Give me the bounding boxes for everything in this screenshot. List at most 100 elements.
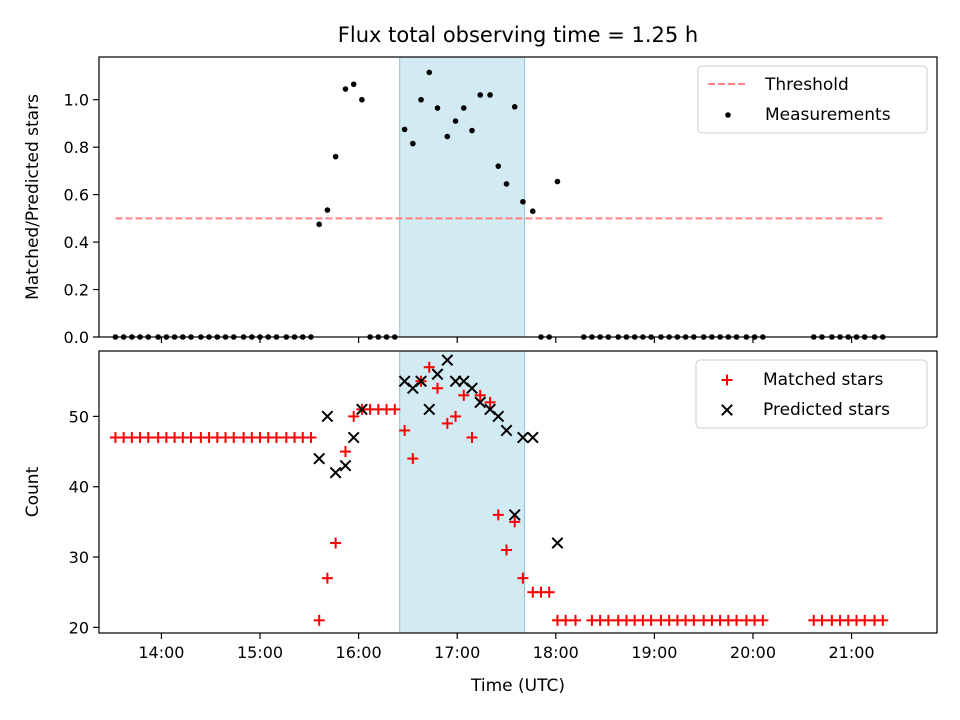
matched-star-point (305, 431, 317, 443)
matched-star-point (517, 572, 529, 584)
legend-measurements-swatch (725, 112, 731, 118)
measurement-point (469, 127, 475, 134)
measurement-point (529, 208, 536, 215)
matched-star-point (313, 614, 325, 626)
predicted-star-point (517, 431, 529, 444)
predicted-star-point (466, 382, 478, 395)
measurement-point (495, 163, 502, 169)
x-tick-label: 15:00 (237, 643, 283, 662)
matched-star-point (543, 586, 555, 598)
predicted-star-point (431, 368, 444, 381)
matched-star-point (407, 453, 419, 465)
matched-star-point (757, 614, 769, 626)
matched-star-point (570, 614, 582, 626)
bottom-legend: Matched stars Predicted stars (695, 359, 928, 429)
bottom-y-tick-label: 20 (69, 618, 89, 637)
matched-star-point (645, 614, 657, 626)
matched-star-point (859, 614, 871, 626)
bottom-y-tick-label: 30 (69, 548, 89, 567)
matched-star-point (500, 544, 512, 556)
measurement-point (324, 207, 331, 213)
measurement-point (452, 118, 459, 124)
bottom-highlight-span (399, 351, 525, 633)
matched-star-point (431, 382, 443, 394)
measurement-point (410, 140, 416, 147)
top-highlight-span (399, 57, 525, 337)
top-y-tick-label: 0.8 (64, 138, 89, 157)
legend-matched-swatch (721, 374, 733, 386)
predicted-star-point (526, 431, 539, 444)
predicted-star-point (492, 410, 505, 423)
matched-star-point (270, 431, 282, 443)
measurement-point (444, 133, 451, 140)
measurement-point (401, 126, 408, 133)
matched-star-point (185, 431, 197, 443)
matched-star-point (389, 403, 401, 415)
matched-star-point (688, 614, 700, 626)
matched-star-point (423, 361, 435, 373)
top-y-tick-label: 0.0 (64, 328, 89, 347)
top-y-axis-label: Matched/Predicted stars (23, 94, 43, 300)
predicted-star-point (423, 403, 436, 416)
x-tick-label: 17:00 (434, 643, 480, 662)
bottom-axes-frame (98, 350, 938, 634)
predicted-star-point (339, 459, 352, 472)
predicted-star-point (474, 396, 487, 409)
measurement-point (359, 96, 365, 103)
measurement-point (316, 221, 322, 228)
matched-star-point (877, 614, 889, 626)
legend-box (697, 65, 928, 134)
predicted-star-point (321, 410, 334, 423)
matched-star-point (816, 614, 828, 626)
predicted-star-point (329, 466, 342, 479)
measurement-point (520, 198, 526, 205)
x-tick-label: 14:00 (138, 643, 184, 662)
matched-star-point (399, 424, 411, 436)
top-legend: Threshold Measurements (697, 65, 928, 134)
legend-threshold-label: Threshold (764, 75, 849, 95)
measurement-point (460, 105, 467, 111)
legend-measurements-label: Measurements (765, 105, 891, 125)
measurement-point (477, 92, 484, 98)
matched-star-point (458, 389, 470, 401)
x-tick-label: 16:00 (336, 643, 382, 662)
measurement-point (342, 86, 349, 92)
matched-star-point (474, 389, 486, 401)
predicted-star-point (441, 354, 454, 367)
predicted-star-point (313, 452, 326, 465)
predicted-star-point (508, 508, 521, 521)
matched-star-point (731, 614, 743, 626)
predicted-star-point (551, 537, 564, 549)
x-tick-label: 18:00 (533, 643, 579, 662)
matched-star-point (602, 614, 614, 626)
top-y-tick-label: 0.2 (64, 281, 89, 300)
top-axes-frame (98, 56, 938, 338)
top-y-tick-label: 0.4 (64, 233, 89, 252)
chart-title: Flux total observing time = 1.25 h (338, 23, 698, 47)
legend-box (695, 359, 928, 429)
matched-star-point (321, 572, 333, 584)
matched-star-point (330, 537, 342, 549)
top-panel: 0.0 0.2 0.4 0.6 0.8 1.0 Matched/Predicted sta… (23, 56, 938, 347)
matched-star-point (348, 410, 360, 422)
measurement-point (426, 69, 433, 76)
predicted-star-point (415, 375, 427, 388)
top-y-tick-label: 1.0 (64, 91, 89, 110)
bottom-panel: 20 30 40 50 14:00 15:00 16:00 17:00 18:00 19:00 20… (23, 350, 938, 696)
matched-star-point (509, 516, 521, 528)
matched-star-point (450, 410, 462, 422)
x-tick-label: 19:00 (631, 643, 677, 662)
measurement-point (554, 178, 561, 185)
matched-star-point (441, 417, 453, 429)
matched-star-point (492, 509, 504, 521)
predicted-star-point (347, 431, 360, 444)
x-tick-label: 21:00 (829, 643, 875, 662)
x-tick-label: 20:00 (730, 643, 776, 662)
legend-predicted-label: Predicted stars (763, 400, 890, 420)
matched-star-point (339, 446, 351, 458)
predicted-star-point (500, 424, 513, 437)
measurement-point (332, 153, 339, 160)
bottom-y-tick-label: 40 (69, 478, 89, 497)
matched-star-point (142, 431, 154, 443)
